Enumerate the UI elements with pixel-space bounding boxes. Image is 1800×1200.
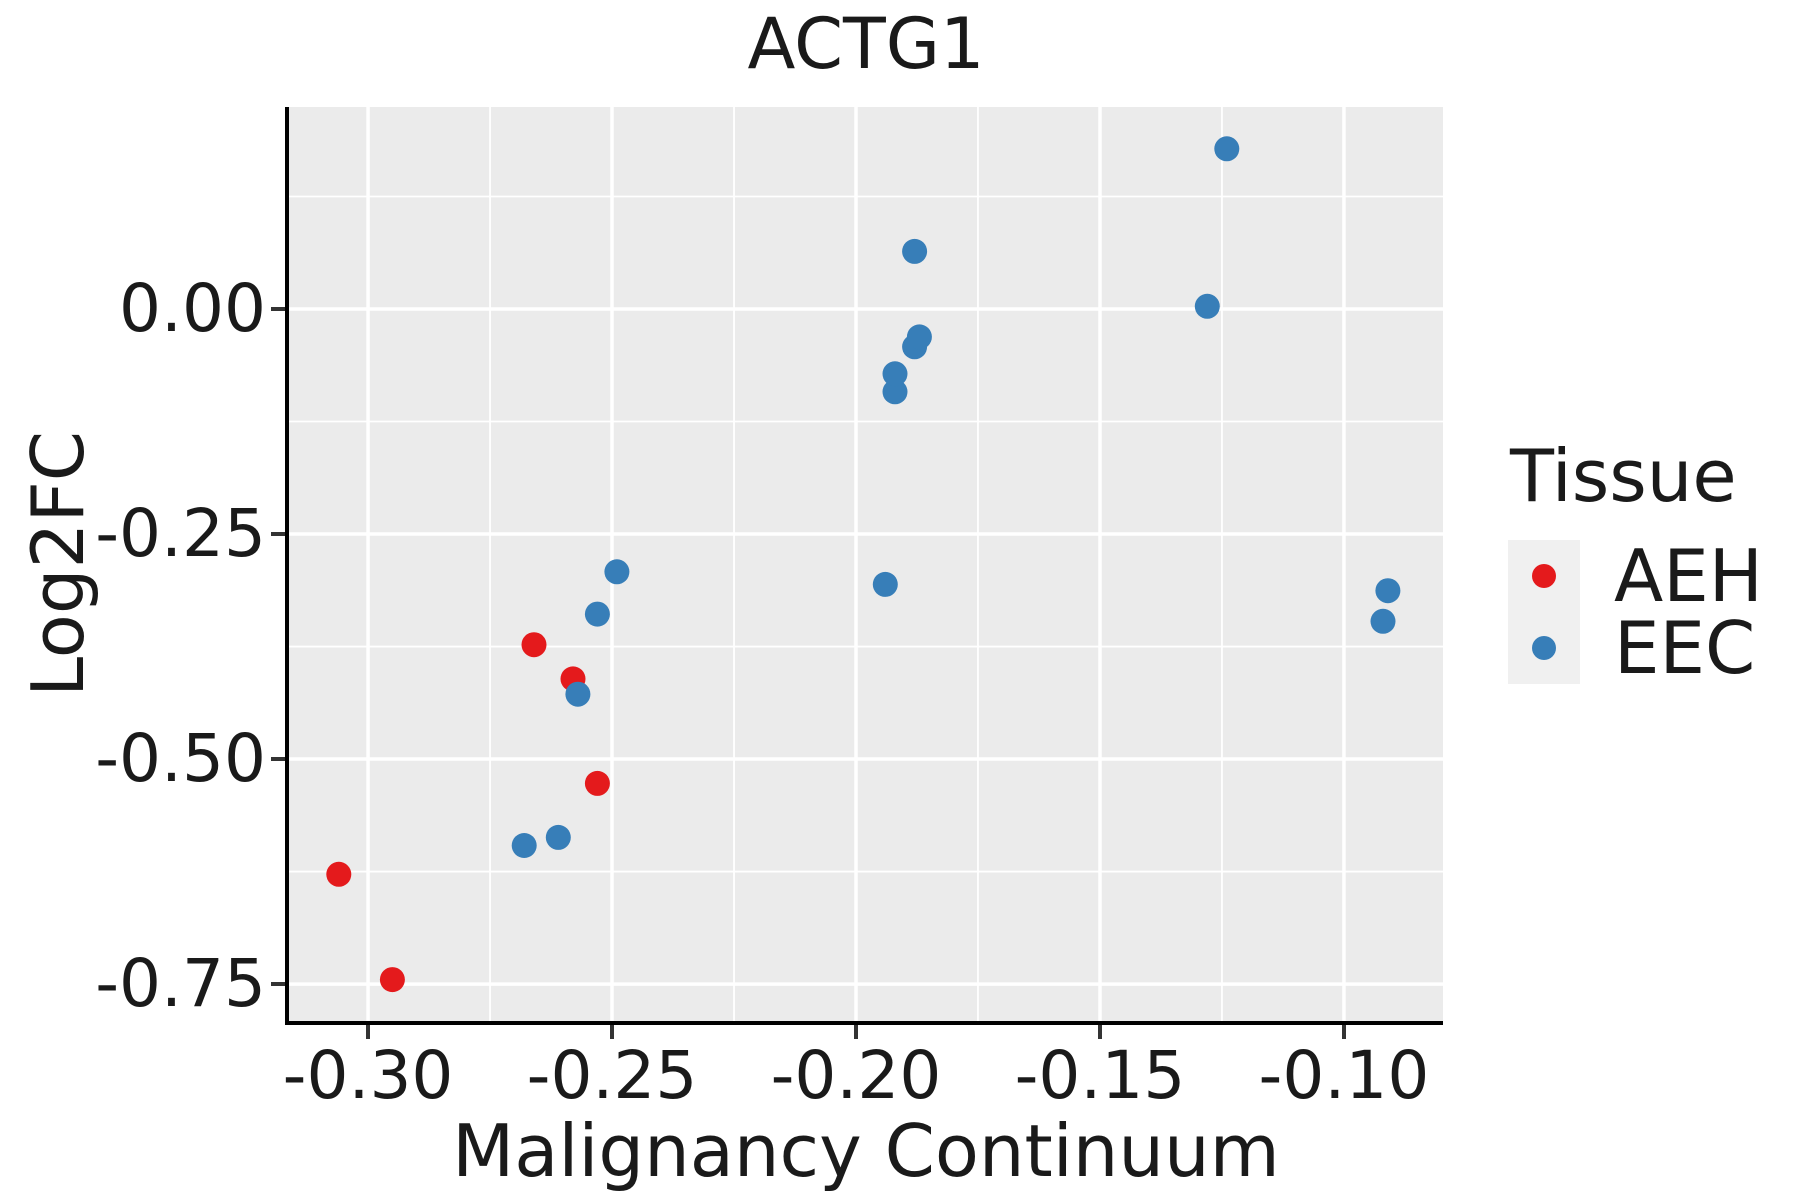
x-tick-label: -0.25	[526, 1037, 698, 1114]
x-tick-label: -0.15	[1014, 1037, 1186, 1114]
y-tick-mark	[271, 757, 285, 762]
x-tick-label: -0.30	[282, 1037, 454, 1114]
y-tick-mark	[271, 532, 285, 537]
data-point-eec	[604, 559, 630, 585]
legend-dot-icon	[1532, 564, 1556, 588]
data-point-eec	[511, 833, 537, 858]
data-point-aeh	[379, 967, 405, 993]
x-tick-mark	[1097, 1025, 1102, 1039]
data-point-aeh	[584, 770, 610, 796]
data-point-eec	[1194, 293, 1220, 319]
legend-title: Tissue	[1510, 434, 1737, 518]
y-tick-mark	[271, 306, 285, 311]
x-axis-line	[285, 1021, 1443, 1025]
data-point-eec	[906, 324, 932, 350]
data-point-eec	[882, 361, 908, 387]
legend-item-aeh: AEH	[1508, 540, 1763, 612]
plot-title: ACTG1	[747, 3, 985, 85]
legend-dot-icon	[1532, 636, 1556, 660]
y-tick-label: -0.75	[95, 945, 266, 1023]
legend-key	[1508, 612, 1580, 684]
legend-label: EEC	[1614, 606, 1756, 690]
legend: Tissue AEH EEC	[1508, 440, 1763, 684]
scatter-plot-canvas	[289, 107, 1443, 1021]
legend-items: AEH EEC	[1508, 540, 1763, 684]
data-point-eec	[565, 681, 591, 707]
x-tick-mark	[853, 1025, 858, 1039]
x-tick-label: -0.10	[1258, 1037, 1430, 1114]
x-tick-label: -0.20	[770, 1037, 942, 1114]
data-point-aeh	[521, 632, 547, 658]
y-tick-label: -0.25	[95, 495, 266, 573]
data-point-aeh	[326, 861, 352, 887]
x-axis-title: Malignancy Continuum	[452, 1109, 1280, 1193]
y-tick-label: -0.50	[95, 720, 266, 798]
data-point-eec	[902, 238, 928, 264]
legend-label: AEH	[1614, 534, 1763, 618]
data-point-eec	[584, 601, 610, 627]
data-point-eec	[1214, 136, 1240, 162]
legend-key	[1508, 540, 1580, 612]
y-tick-mark	[271, 982, 285, 987]
data-point-eec	[882, 379, 908, 405]
x-tick-mark	[366, 1025, 371, 1039]
y-axis-title: Log2FC	[16, 430, 100, 698]
y-tick-label: 0.00	[119, 269, 266, 347]
data-point-eec	[1370, 608, 1396, 634]
x-tick-mark	[610, 1025, 615, 1039]
plot-panel	[289, 107, 1443, 1021]
legend-item-eec: EEC	[1508, 612, 1763, 684]
data-point-eec	[545, 824, 571, 850]
x-tick-mark	[1341, 1025, 1346, 1039]
data-point-eec	[872, 571, 898, 597]
y-axis-line	[285, 107, 289, 1025]
data-point-eec	[1375, 578, 1401, 604]
